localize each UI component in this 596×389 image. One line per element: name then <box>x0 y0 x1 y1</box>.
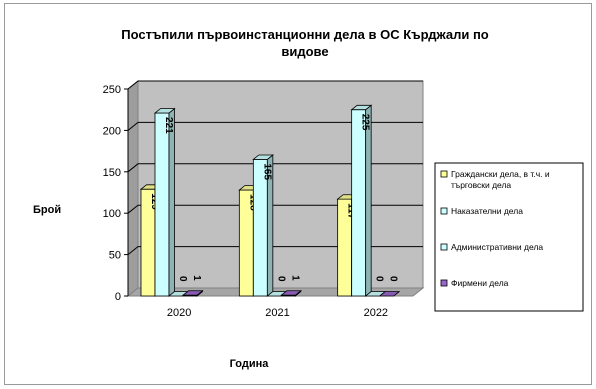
bar <box>280 289 302 297</box>
bar-top <box>378 291 401 297</box>
bar <box>153 107 176 297</box>
legend-swatch <box>440 207 448 215</box>
y-tick-label: 200 <box>103 125 121 137</box>
bar-top <box>153 108 176 114</box>
data-label: 1 <box>191 275 202 281</box>
bar-top <box>252 154 274 160</box>
bar-front <box>154 112 170 297</box>
bar <box>252 154 274 297</box>
bar-front <box>351 109 367 297</box>
data-label: 129 <box>149 193 160 210</box>
y-axis-ticks: 0 50 100 150 200 250 <box>103 84 129 303</box>
gridline <box>127 246 423 255</box>
data-label: 128 <box>247 194 258 211</box>
y-tick-label: 100 <box>103 208 121 220</box>
gridline <box>127 204 423 214</box>
bar <box>181 289 204 297</box>
x-tick-label: 2021 <box>265 307 289 319</box>
chart-title: Постъпили първоинстанционни дела в ОС Къ… <box>121 27 489 59</box>
y-tick-label: 250 <box>103 84 121 96</box>
chart-title-line: Постъпили първоинстанционни дела в ОС Къ… <box>121 27 489 42</box>
x-tick-label: 2020 <box>167 307 191 319</box>
bar-top <box>280 290 302 296</box>
bar <box>350 104 373 297</box>
data-label: 1 <box>289 275 300 281</box>
bar <box>378 291 401 297</box>
data-label: 221 <box>163 117 174 134</box>
gridline <box>127 121 423 131</box>
legend-swatch <box>440 279 448 287</box>
gridline <box>127 163 423 173</box>
chart-area: Постъпили първоинстанционни дела в ОС Къ… <box>4 3 592 385</box>
data-label: 0 <box>374 276 385 282</box>
back-wall <box>137 80 424 289</box>
legend-box <box>434 162 584 312</box>
legend-swatch <box>440 170 448 178</box>
chart-title-line: видове <box>281 44 328 59</box>
data-label: 117 <box>346 203 357 220</box>
y-tick-label: 150 <box>103 167 121 179</box>
data-label: 225 <box>360 114 371 131</box>
bar-side <box>365 104 372 297</box>
x-tick-label: 2022 <box>364 307 388 319</box>
bar-top <box>181 290 204 296</box>
legend-label: Фирмени дела <box>451 278 509 288</box>
gridline <box>127 80 423 90</box>
y-tick-label: 50 <box>109 250 121 262</box>
bar-side <box>168 107 175 297</box>
side-wall <box>127 79 139 298</box>
legend-label: Наказателни дела <box>451 206 523 216</box>
bar-top <box>350 104 373 111</box>
data-label: 0 <box>388 276 399 282</box>
x-axis-title: Година <box>230 358 270 370</box>
y-axis-title: Брой <box>33 204 61 216</box>
x-axis-ticks: 2020 2021 2022 <box>167 307 388 319</box>
chart-svg: Постъпили първоинстанционни дела в ОС Къ… <box>33 27 584 370</box>
data-label: 0 <box>275 276 286 282</box>
legend-swatch <box>440 243 448 251</box>
legend-label: Административни дела <box>451 242 543 252</box>
legend-label: Граждански дела, в т.ч. и <box>451 169 550 179</box>
data-label: 165 <box>261 163 272 180</box>
y-tick-label: 0 <box>115 291 121 303</box>
gridlines <box>127 80 423 255</box>
legend-label: търговски дела <box>451 180 511 190</box>
data-label: 0 <box>177 276 188 282</box>
